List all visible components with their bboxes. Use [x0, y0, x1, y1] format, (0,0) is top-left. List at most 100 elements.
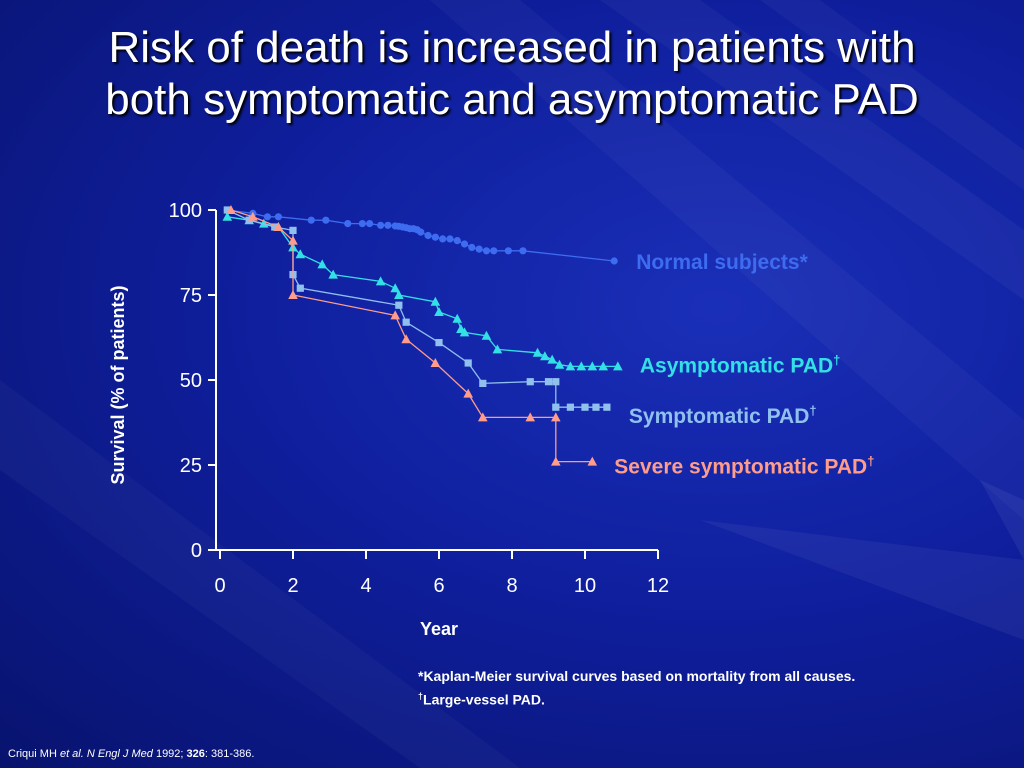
citation-journal: et al. N Engl J Med: [59, 748, 153, 760]
y-tick-label: 50: [180, 370, 202, 392]
data-point-normal: [475, 245, 483, 253]
data-point-asymptomatic: [394, 290, 404, 299]
y-tick-label: 25: [180, 455, 202, 477]
data-point-asymptomatic: [554, 359, 565, 369]
data-point-severe: [430, 358, 441, 367]
y-tick-label: 100: [169, 200, 202, 222]
data-point-severe: [587, 456, 598, 466]
title-line-2: both symptomatic and asymptomatic PAD: [105, 75, 919, 124]
data-point-asymptomatic: [598, 361, 609, 371]
data-point-asymptomatic: [295, 249, 306, 259]
data-point-normal: [263, 213, 272, 221]
data-point-symptomatic: [544, 378, 553, 386]
series-label-severe: Severe symptomatic PAD†: [614, 454, 874, 479]
data-point-normal: [358, 220, 366, 228]
x-tick-label: 6: [433, 575, 444, 597]
x-tick-label: 4: [360, 575, 371, 597]
x-tick-label: 8: [506, 575, 517, 597]
data-point-normal: [424, 231, 432, 240]
data-point-asymptomatic: [587, 361, 598, 371]
data-point-normal: [610, 257, 618, 265]
citation-author: Criqui MH: [8, 748, 60, 760]
data-point-severe: [525, 412, 536, 422]
data-point-asymptomatic: [452, 313, 463, 323]
series-line-severe: [230, 209, 593, 463]
data-point-normal: [344, 220, 352, 228]
data-point-severe: [273, 222, 284, 231]
footnote-line-2: †Large-vessel PAD.: [418, 686, 855, 710]
data-point-symptomatic: [395, 301, 403, 309]
data-point-normal: [439, 235, 447, 243]
x-tick-label: 12: [647, 575, 669, 597]
data-point-severe: [551, 412, 561, 422]
data-point-normal: [504, 247, 512, 255]
data-point-asymptomatic: [565, 361, 576, 371]
x-tick-label: 0: [214, 575, 225, 597]
x-axis-label: Year: [420, 619, 458, 639]
data-point-asymptomatic: [613, 361, 623, 371]
data-point-normal: [366, 220, 374, 228]
data-point-asymptomatic: [532, 347, 543, 357]
y-tick-label: 0: [191, 540, 202, 562]
y-axis-label: Survival (% of patients): [108, 285, 128, 484]
data-point-symptomatic: [526, 378, 534, 386]
data-point-symptomatic: [603, 403, 611, 411]
data-point-symptomatic: [223, 206, 231, 214]
data-point-normal: [468, 243, 476, 251]
data-point-normal: [490, 247, 498, 255]
data-point-severe: [288, 290, 298, 299]
data-point-severe: [463, 388, 473, 398]
data-point-asymptomatic: [540, 351, 550, 361]
footnote-line-1: *Kaplan-Meier survival curves based on m…: [418, 668, 856, 684]
data-point-asymptomatic: [317, 259, 327, 269]
data-point-severe: [390, 310, 400, 320]
data-point-normal: [519, 247, 527, 255]
data-point-symptomatic: [592, 403, 600, 411]
series-label-normal: Normal subjects*: [636, 251, 808, 274]
series-label-symptomatic: Symptomatic PAD†: [629, 403, 817, 428]
footnote: *Kaplan-Meier survival curves based on m…: [418, 666, 855, 710]
data-point-symptomatic: [289, 226, 297, 234]
data-point-severe: [288, 235, 298, 245]
data-point-asymptomatic: [481, 330, 492, 340]
data-point-asymptomatic: [328, 269, 338, 279]
citation-year: 1992;: [152, 748, 187, 760]
data-point-normal: [384, 221, 392, 229]
citation: Criqui MH et al. N Engl J Med 1992; 326:…: [8, 748, 254, 760]
data-point-severe: [226, 205, 236, 214]
title-line-1: Risk of death is increased in patients w…: [108, 23, 916, 72]
data-point-asymptomatic: [459, 327, 470, 337]
data-point-symptomatic: [271, 223, 279, 231]
data-point-symptomatic: [296, 284, 304, 292]
series-line-symptomatic: [227, 209, 607, 408]
data-point-severe: [248, 211, 258, 221]
data-point-severe: [551, 456, 561, 466]
data-point-normal: [431, 233, 439, 241]
series-label-asymptomatic: Asymptomatic PAD†: [640, 352, 841, 377]
data-point-normal: [417, 228, 425, 236]
data-point-symptomatic: [464, 359, 472, 367]
citation-volume: 326: [186, 748, 205, 760]
footnote-line-2-text: Large-vessel PAD.: [423, 691, 545, 708]
series-line-asymptomatic: [227, 216, 618, 368]
data-point-normal: [453, 237, 461, 245]
data-point-asymptomatic: [430, 296, 441, 306]
data-point-asymptomatic: [576, 361, 587, 371]
x-tick-label: 2: [287, 575, 298, 597]
data-point-asymptomatic: [492, 344, 503, 354]
data-point-symptomatic: [566, 403, 574, 411]
data-point-symptomatic: [435, 339, 443, 347]
data-point-asymptomatic: [547, 354, 557, 364]
data-point-symptomatic: [552, 403, 560, 411]
x-tick-label: 10: [574, 575, 596, 597]
data-point-symptomatic: [552, 378, 560, 386]
slide-title: Risk of death is increased in patients w…: [0, 22, 1024, 126]
y-tick-label: 75: [180, 285, 202, 307]
data-point-symptomatic: [479, 379, 487, 387]
dagger-mark: †: [418, 691, 424, 701]
data-point-symptomatic: [581, 403, 589, 411]
data-point-severe: [478, 412, 488, 422]
data-point-asymptomatic: [222, 211, 233, 221]
